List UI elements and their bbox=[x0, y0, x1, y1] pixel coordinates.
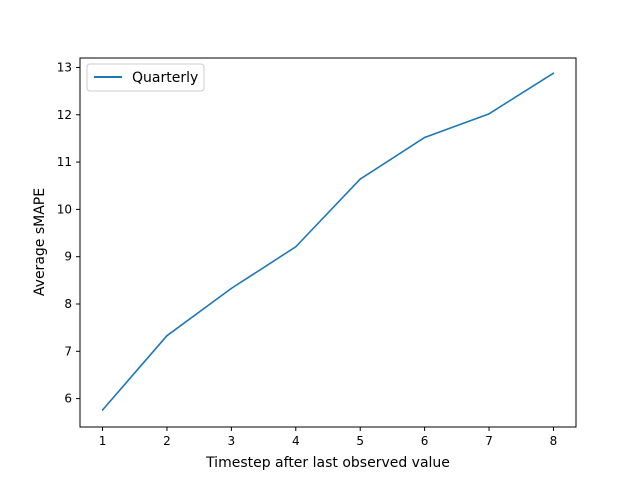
data-point bbox=[359, 178, 362, 180]
data-point bbox=[488, 113, 490, 115]
plot-frame bbox=[79, 57, 577, 428]
data-point bbox=[166, 334, 168, 337]
x-tick-label: 5 bbox=[356, 434, 364, 448]
x-tick-label: 1 bbox=[99, 434, 107, 448]
y-tick-label: 11 bbox=[57, 155, 72, 169]
x-tick-label: 7 bbox=[485, 434, 493, 448]
y-axis-label: Average sMAPE bbox=[32, 188, 48, 296]
series-layer bbox=[101, 72, 555, 411]
y-tick-label: 8 bbox=[64, 297, 72, 311]
y-tick-label: 9 bbox=[64, 250, 72, 264]
x-tick-label: 3 bbox=[228, 434, 236, 448]
series-line-quarterly bbox=[101, 72, 554, 411]
x-tick-label: 6 bbox=[421, 434, 429, 448]
x-tick-label: 4 bbox=[292, 434, 300, 448]
data-point bbox=[423, 136, 426, 139]
x-tick-label: 8 bbox=[550, 434, 558, 448]
data-point bbox=[294, 245, 297, 248]
legend-label-quarterly: Quarterly bbox=[132, 70, 198, 86]
y-tick-label: 6 bbox=[64, 392, 72, 406]
y-tick-label: 7 bbox=[64, 344, 72, 358]
data-point bbox=[552, 72, 555, 74]
x-axis-label: Timestep after last observed value bbox=[205, 455, 450, 471]
y-tick-label: 12 bbox=[57, 108, 72, 122]
legend: Quarterly bbox=[86, 63, 205, 92]
data-point bbox=[101, 409, 104, 411]
x-axis-ticks: 1 2 3 4 5 6 7 8 bbox=[99, 427, 558, 448]
x-tick-label: 2 bbox=[163, 434, 171, 448]
data-point bbox=[230, 287, 233, 290]
legend-box bbox=[86, 63, 205, 92]
y-tick-label: 10 bbox=[57, 202, 72, 216]
y-tick-label: 13 bbox=[57, 60, 72, 74]
y-axis-ticks: 6 7 8 9 10 11 12 13 bbox=[57, 60, 80, 406]
